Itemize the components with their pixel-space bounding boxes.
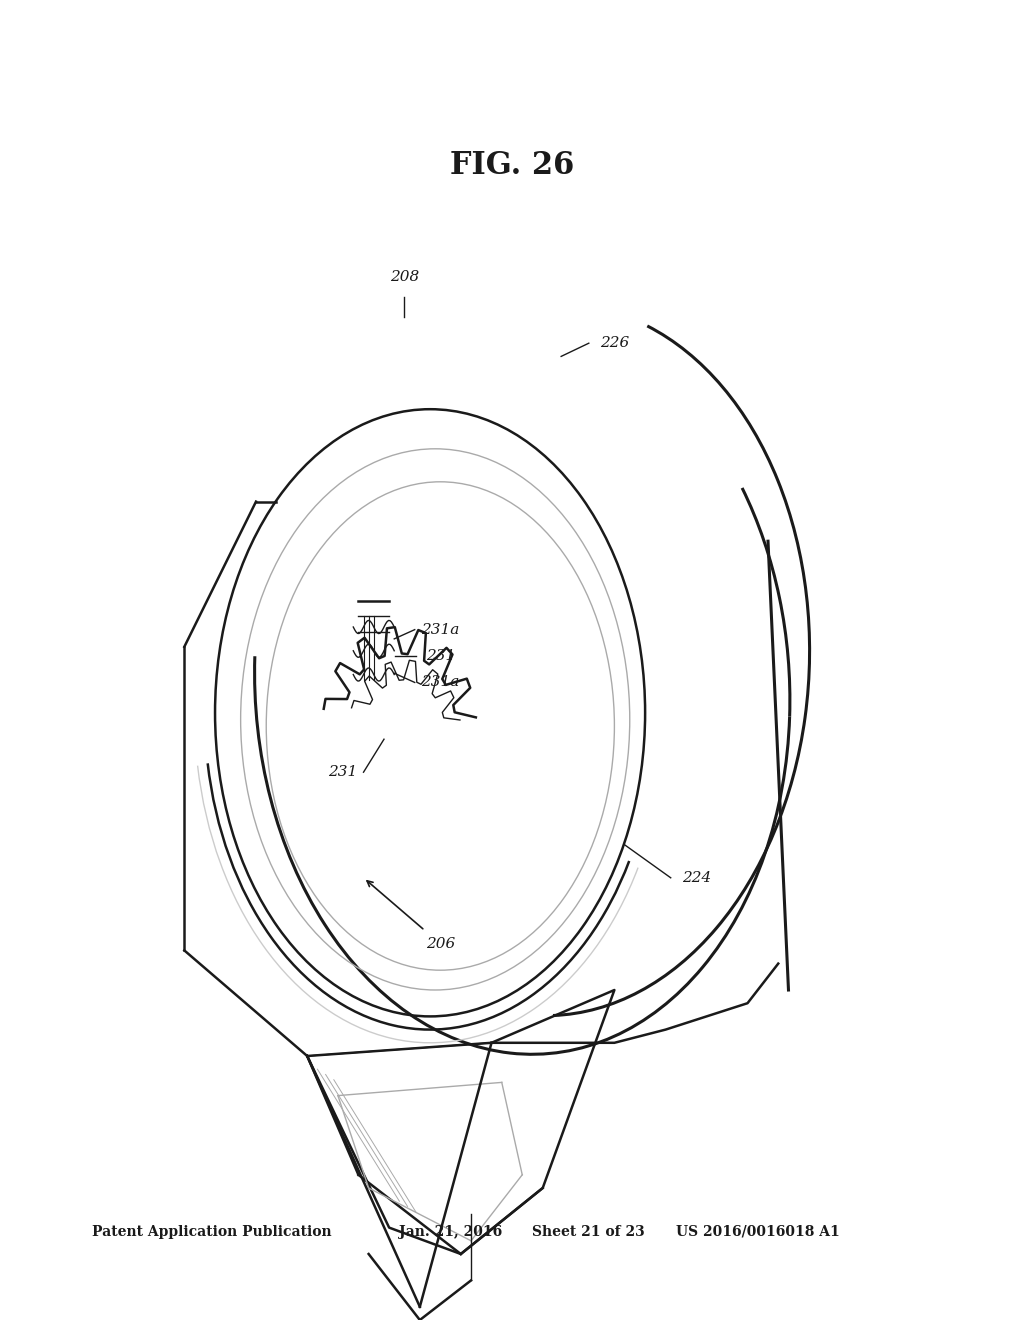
Text: 208: 208 bbox=[390, 271, 419, 284]
Text: 231a: 231a bbox=[421, 623, 460, 636]
Text: Patent Application Publication: Patent Application Publication bbox=[92, 1225, 332, 1239]
Text: Sheet 21 of 23: Sheet 21 of 23 bbox=[532, 1225, 645, 1239]
Text: 231a: 231a bbox=[421, 676, 460, 689]
Text: 224: 224 bbox=[682, 871, 711, 884]
Text: 206: 206 bbox=[426, 937, 455, 950]
Text: US 2016/0016018 A1: US 2016/0016018 A1 bbox=[676, 1225, 840, 1239]
Text: FIG. 26: FIG. 26 bbox=[450, 149, 574, 181]
Text: Jan. 21, 2016: Jan. 21, 2016 bbox=[399, 1225, 503, 1239]
Text: 231: 231 bbox=[329, 766, 357, 779]
Text: 226: 226 bbox=[600, 337, 629, 350]
Text: 231: 231 bbox=[426, 649, 455, 663]
